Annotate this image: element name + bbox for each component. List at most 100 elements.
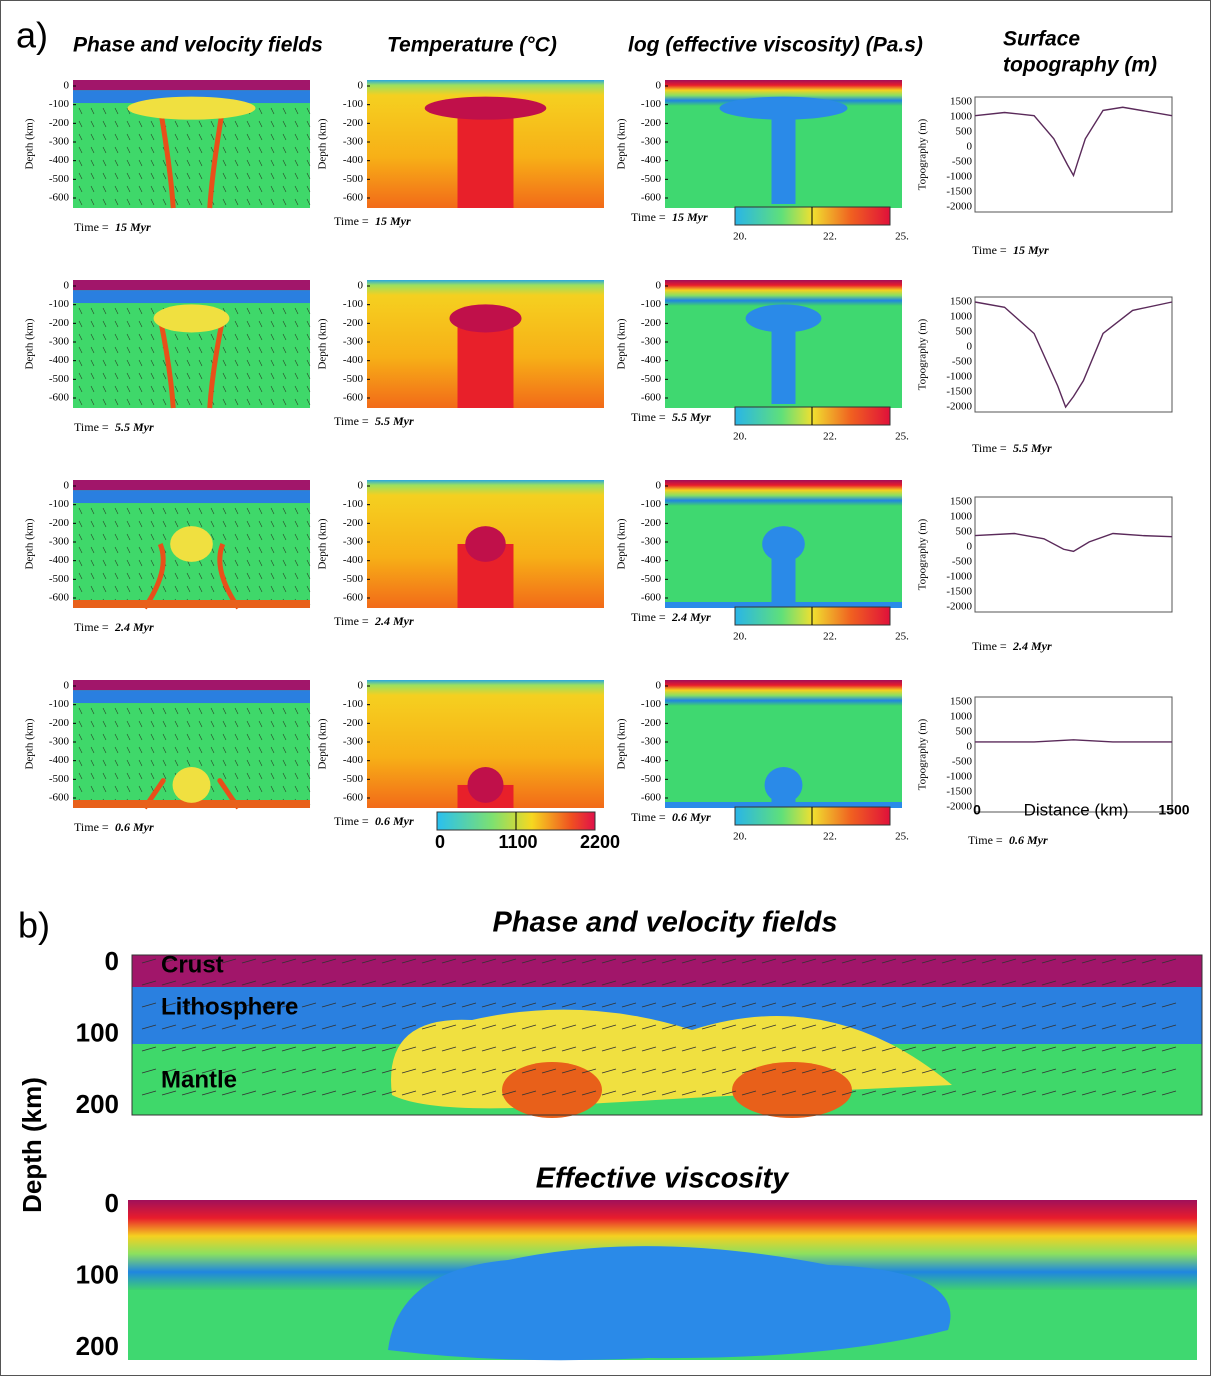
velocity-arrow xyxy=(541,1090,557,1096)
velocity-arrow xyxy=(270,746,275,754)
velocity-arrow xyxy=(102,359,107,367)
velocity-arrow xyxy=(78,320,83,328)
depth-tick-label: -600 xyxy=(49,192,70,204)
velocity-arrow xyxy=(681,1090,697,1096)
axis-title: Topography (m) xyxy=(917,318,929,390)
velocity-arrow xyxy=(234,746,239,754)
velocity-arrow xyxy=(761,1068,777,1074)
velocity-arrow xyxy=(282,398,287,406)
velocity-arrow xyxy=(210,533,215,541)
velocity-arrow xyxy=(114,320,119,328)
velocity-arrow xyxy=(162,185,167,193)
velocity-arrow xyxy=(461,980,477,986)
velocity-arrow xyxy=(198,720,203,728)
velocity-arrow xyxy=(861,958,877,964)
velocity-arrow xyxy=(234,333,239,341)
velocity-arrow xyxy=(126,333,131,341)
hot-head xyxy=(424,96,547,120)
time-value: 5.5 Myr xyxy=(375,414,414,428)
velocity-arrow xyxy=(102,720,107,728)
lithosphere xyxy=(73,90,310,104)
depth-tick-label: -200 xyxy=(49,317,70,329)
velocity-arrow xyxy=(198,707,203,715)
axis-title: Topography (m) xyxy=(917,118,929,190)
depth-tick-label: 0 xyxy=(358,480,364,492)
velocity-arrow xyxy=(401,1046,417,1052)
topo-tick-label: 1500 xyxy=(950,696,973,708)
velocity-arrow xyxy=(1021,1024,1037,1030)
velocity-arrow xyxy=(138,307,143,315)
velocity-arrow xyxy=(901,1002,917,1008)
plot-title: Phase and velocity fields xyxy=(493,907,838,939)
velocity-arrow xyxy=(78,385,83,393)
velocity-arrow xyxy=(282,359,287,367)
velocity-arrow xyxy=(102,533,107,541)
velocity-arrow xyxy=(138,133,143,141)
velocity-arrow xyxy=(381,1068,397,1074)
topo-tick-label: -2000 xyxy=(946,601,972,613)
velocity-arrow xyxy=(270,359,275,367)
velocity-arrow xyxy=(441,1090,457,1096)
velocity-arrow xyxy=(174,133,179,141)
velocity-arrow xyxy=(1081,958,1097,964)
time-prefix: Time = xyxy=(631,810,666,824)
velocity-arrow xyxy=(150,707,155,715)
depth-tick-label: -600 xyxy=(49,792,70,804)
hot-head xyxy=(449,304,522,333)
velocity-arrow xyxy=(341,1024,357,1030)
velocity-arrow xyxy=(138,533,143,541)
velocity-arrow xyxy=(282,320,287,328)
velocity-arrow xyxy=(281,1046,297,1052)
depth-tick-label: 0 xyxy=(358,680,364,692)
velocity-arrow xyxy=(561,958,577,964)
topo-tick-label: -1500 xyxy=(946,786,972,798)
panel-label: b) xyxy=(18,905,50,946)
velocity-arrow xyxy=(981,1046,997,1052)
velocity-arrow xyxy=(306,546,311,554)
axis-title: Topography (m) xyxy=(917,518,929,590)
velocity-arrow xyxy=(306,533,311,541)
velocity-arrow xyxy=(78,133,83,141)
velocity-arrow xyxy=(150,559,155,567)
velocity-arrow xyxy=(294,172,299,180)
velocity-arrow xyxy=(270,559,275,567)
velocity-arrow xyxy=(601,1068,617,1074)
velocity-arrow xyxy=(78,772,83,780)
velocity-arrow xyxy=(306,133,311,141)
velocity-arrow xyxy=(234,520,239,528)
velocity-arrow xyxy=(186,759,191,767)
velocity-arrow xyxy=(501,1002,517,1008)
velocity-arrow xyxy=(174,572,179,580)
velocity-arrow xyxy=(221,1024,237,1030)
depth-tick-label: -600 xyxy=(49,392,70,404)
velocity-arrow xyxy=(294,720,299,728)
viscosity-top xyxy=(665,680,902,706)
velocity-arrow xyxy=(246,120,251,128)
time-prefix: Time = xyxy=(334,214,369,228)
velocity-arrow xyxy=(150,720,155,728)
depth-tick-label: 0 xyxy=(105,1188,119,1218)
velocity-arrow xyxy=(90,533,95,541)
plume-stem xyxy=(157,107,176,209)
velocity-arrow xyxy=(270,120,275,128)
low-visc-region xyxy=(388,1246,951,1361)
velocity-arrow xyxy=(246,185,251,193)
velocity-arrow xyxy=(941,1002,957,1008)
velocity-arrow xyxy=(741,1068,757,1074)
topo-tick-label: -2000 xyxy=(946,201,972,213)
velocity-arrow xyxy=(126,507,131,515)
low-visc-head xyxy=(719,96,848,120)
depth-tick-label: -100 xyxy=(343,98,364,110)
velocity-arrow xyxy=(198,398,203,406)
velocity-arrow xyxy=(481,1068,497,1074)
velocity-arrow xyxy=(306,333,311,341)
velocity-arrow xyxy=(1121,1024,1137,1030)
plume-head xyxy=(127,96,256,120)
velocity-arrow xyxy=(321,1068,337,1074)
time-prefix: Time = xyxy=(334,414,369,428)
velocity-arrow xyxy=(270,533,275,541)
velocity-arrow xyxy=(1161,1090,1177,1096)
velocity-arrow xyxy=(421,980,437,986)
velocity-arrow xyxy=(114,746,119,754)
time-prefix: Time = xyxy=(631,210,666,224)
